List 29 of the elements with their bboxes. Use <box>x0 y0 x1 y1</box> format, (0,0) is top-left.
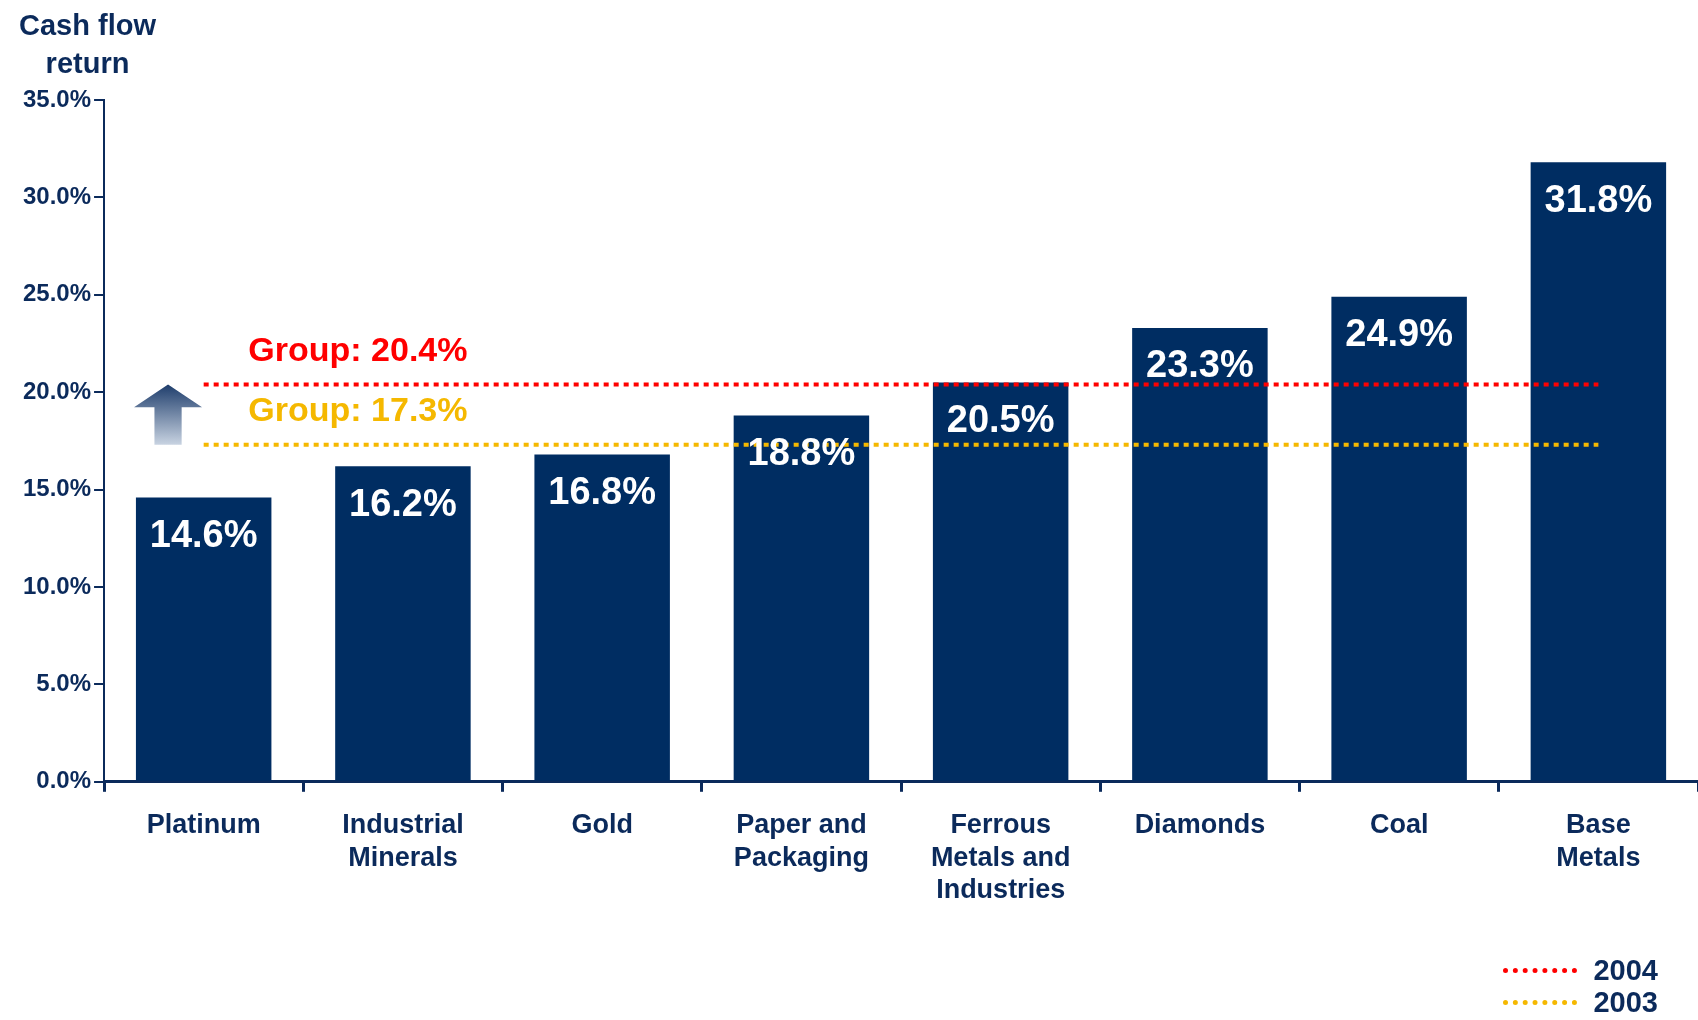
y-tick-label: 5.0% <box>36 669 92 697</box>
y-tick-label: 20.0% <box>22 376 92 404</box>
data-label: 16.8% <box>548 470 657 513</box>
data-label: 20.5% <box>946 397 1055 440</box>
data-label: 18.8% <box>747 431 856 474</box>
annotation: Group: 17.3% <box>248 390 468 429</box>
x-tick-label: Industrial Minerals <box>342 809 464 872</box>
data-label: 16.2% <box>349 481 457 524</box>
legend-label: 2004 <box>1593 953 1658 987</box>
y-tick-label: 15.0% <box>22 474 92 502</box>
annotation: Group: 20.4% <box>248 329 468 368</box>
x-tick-label: Diamonds <box>1134 809 1266 840</box>
y-tick-label: 0.0% <box>36 766 92 794</box>
y-tick-label: 10.0% <box>22 571 92 599</box>
x-tick-label: Gold <box>571 809 633 840</box>
x-tick-label: Coal <box>1369 809 1429 840</box>
legend-label: 2003 <box>1593 985 1658 1019</box>
x-tick-label: Base Metals <box>1556 809 1641 872</box>
y-tick-label: 25.0% <box>22 279 92 307</box>
x-tick-label: Paper and Packaging <box>733 809 869 872</box>
y-tick-label: 30.0% <box>22 182 92 210</box>
y-axis-title: Cash flow return <box>18 8 157 81</box>
data-label: 23.3% <box>1146 343 1254 386</box>
x-tick-label: Ferrous Metals and Industries <box>930 809 1071 905</box>
data-label: 14.6% <box>149 512 258 555</box>
data-label: 24.9% <box>1345 312 1454 355</box>
data-label: 31.8% <box>1544 177 1653 220</box>
y-tick-label: 35.0% <box>22 84 92 112</box>
x-tick-label: Platinum <box>146 809 261 840</box>
